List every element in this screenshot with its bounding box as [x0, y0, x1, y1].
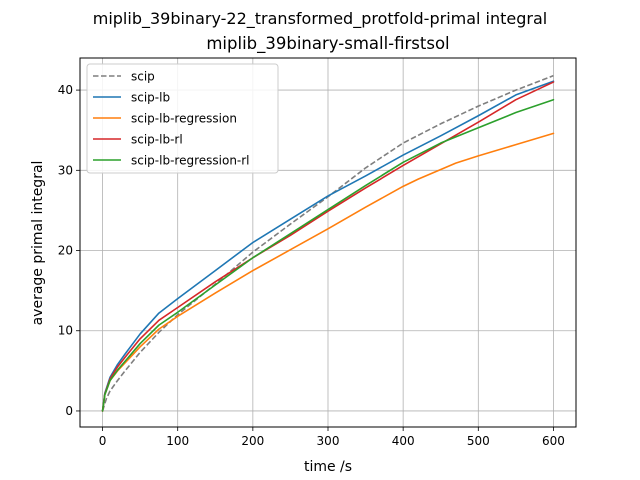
legend-label-scip-lb-regression: scip-lb-regression — [131, 112, 237, 126]
y-tick-label: 20 — [58, 244, 73, 258]
x-tick-label: 100 — [166, 434, 189, 448]
y-tick-label: 30 — [58, 163, 73, 177]
x-tick-label: 200 — [241, 434, 264, 448]
y-axis-label: average primal integral — [30, 161, 46, 326]
legend-box — [86, 63, 279, 174]
y-tick-label: 40 — [58, 83, 73, 97]
x-tick-label: 500 — [467, 434, 490, 448]
legend-label-scip-lb: scip-lb — [131, 91, 170, 105]
x-axis-label: time /s — [304, 459, 352, 475]
series-line-scip-lb — [101, 80, 555, 412]
chart-suptitle: miplib_39binary-22_transformed_protfold-… — [93, 9, 548, 29]
y-tick-label: 10 — [58, 324, 73, 338]
x-tick-label: 0 — [99, 434, 107, 448]
legend-label-scip: scip — [131, 70, 155, 84]
series-line-scip — [101, 74, 554, 412]
legend: scip scip-lb scip-lb-regression scip-lb-rl s… — [86, 63, 279, 174]
axis-ticks: 0 100 200 300 400 500 600 0 10 20 30 40 — [58, 83, 565, 448]
x-tick-label: 400 — [392, 434, 415, 448]
legend-label-scip-lb-regression-rl: scip-lb-regression-rl — [131, 154, 250, 168]
y-tick-label: 0 — [65, 404, 73, 418]
series-lines — [101, 74, 555, 412]
x-tick-label: 600 — [542, 434, 565, 448]
x-tick-label: 300 — [317, 434, 340, 448]
series-line-scip-lb-regression-rl — [101, 98, 555, 412]
legend-label-scip-lb-rl: scip-lb-rl — [131, 133, 183, 147]
chart-title: miplib_39binary-small-firstsol — [206, 34, 449, 54]
